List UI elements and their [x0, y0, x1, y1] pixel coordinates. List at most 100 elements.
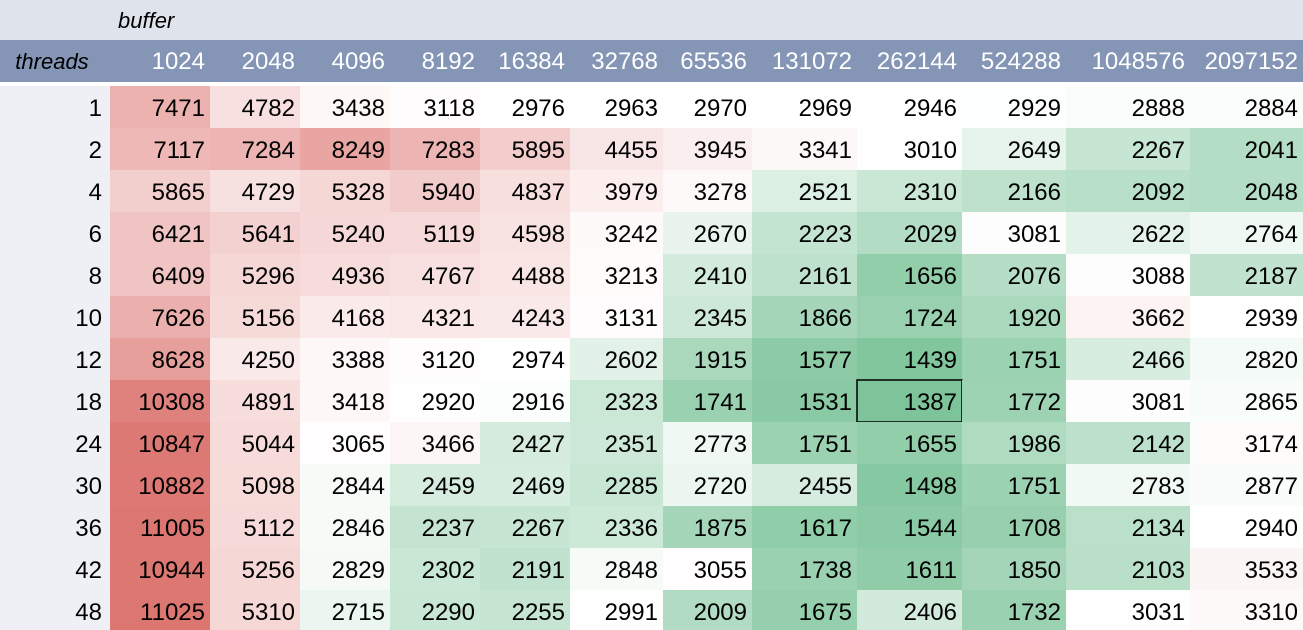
heatmap-cell: [210, 254, 300, 296]
heatmap-cell: [390, 506, 480, 548]
row-header-10: 10: [75, 305, 102, 332]
cell-value: 5940: [422, 179, 475, 206]
cell-value: 2459: [422, 473, 475, 500]
cell-value: 5641: [242, 221, 295, 248]
heatmap-cell: [480, 296, 570, 338]
cell-value: 5044: [242, 431, 295, 458]
cell-value: 1724: [904, 305, 957, 332]
cell-value: 2783: [1132, 473, 1185, 500]
heatmap-cell: [962, 128, 1066, 170]
cell-value: 2877: [1245, 473, 1298, 500]
cell-value: 2223: [799, 221, 852, 248]
cell-value: 4782: [242, 95, 295, 122]
heatmap-cell: [480, 422, 570, 464]
heatmap-cell: [752, 338, 857, 380]
cell-value: 3945: [694, 137, 747, 164]
cell-value: 1544: [904, 515, 957, 542]
heatmap-cell: [1066, 506, 1190, 548]
heatmap-cell: [663, 170, 752, 212]
cell-value: 11005: [140, 515, 205, 542]
cell-value: 5296: [242, 263, 295, 290]
heatmap-cell: [752, 506, 857, 548]
cell-value: 1751: [1008, 347, 1061, 374]
heatmap-cell: [1066, 170, 1190, 212]
cell-value: 1866: [799, 305, 852, 332]
cell-value: 2410: [694, 263, 747, 290]
heatmap-cell: [962, 296, 1066, 338]
top-header-band: [0, 0, 1303, 40]
heatmap-cell: [1066, 128, 1190, 170]
cell-value: 5256: [242, 557, 295, 584]
cell-value: 2029: [904, 221, 957, 248]
heatmap-cell: [300, 254, 390, 296]
cell-value: 2009: [694, 599, 747, 626]
cell-value: 2865: [1245, 389, 1298, 416]
cell-value: 2970: [694, 95, 747, 122]
cell-value: 5895: [512, 137, 565, 164]
row-header-4: 4: [89, 179, 102, 206]
cell-value: 2466: [1132, 347, 1185, 374]
cell-value: 3979: [605, 179, 658, 206]
cell-value: 2991: [605, 599, 658, 626]
heatmap-cell: [1190, 464, 1303, 506]
threads-label: threads: [15, 49, 88, 74]
cell-value: 2267: [512, 515, 565, 542]
heatmap-cell: [300, 86, 390, 128]
heatmap-cell: [1190, 170, 1303, 212]
cell-value: 3118: [423, 95, 475, 122]
cell-value: 5240: [332, 221, 385, 248]
heatmap-cell: [663, 296, 752, 338]
column-header-8192: 8192: [422, 48, 475, 75]
cell-value: 1751: [799, 431, 852, 458]
cell-value: 3088: [1132, 263, 1185, 290]
heatmap-cell: [110, 296, 210, 338]
heatmap-cell: [210, 464, 300, 506]
heatmap-cell: [1066, 422, 1190, 464]
heatmap-cell: [1190, 338, 1303, 380]
heatmap-cell: [1066, 548, 1190, 590]
cell-value: 1738: [799, 557, 852, 584]
cell-value: 2166: [1008, 179, 1061, 206]
cell-value: 10847: [138, 431, 205, 458]
cell-value: 1986: [1008, 431, 1061, 458]
heatmap-cell: [962, 380, 1066, 422]
heatmap-cell: [110, 548, 210, 590]
heatmap-cell: [663, 464, 752, 506]
cell-value: 2884: [1245, 95, 1298, 122]
heatmap-cell: [300, 212, 390, 254]
cell-value: 2963: [605, 95, 658, 122]
heatmap-cell: [962, 464, 1066, 506]
heatmap-cell: [210, 296, 300, 338]
cell-value: 3533: [1245, 557, 1298, 584]
heatmap-cell: [1066, 380, 1190, 422]
cell-value: 2720: [694, 473, 747, 500]
cell-value: 3055: [694, 557, 747, 584]
cell-value: 3081: [1008, 221, 1061, 248]
cell-value: 2351: [605, 431, 658, 458]
heatmap-cell: [210, 506, 300, 548]
column-header-bar: [0, 40, 1303, 82]
heatmap-cell: [390, 464, 480, 506]
cell-value: 2267: [1132, 137, 1185, 164]
heatmap-cell: [1066, 212, 1190, 254]
heatmap-cell: [300, 128, 390, 170]
cell-value: 2916: [512, 389, 565, 416]
cell-value: 2649: [1008, 137, 1061, 164]
cell-value: 5310: [242, 599, 295, 626]
heatmap-cell: [663, 506, 752, 548]
column-header-16384: 16384: [498, 48, 565, 75]
cell-value: 3278: [694, 179, 747, 206]
heatmap-cell: [300, 422, 390, 464]
cell-value: 2974: [512, 347, 565, 374]
cell-value: 3341: [799, 137, 852, 164]
cell-value: 4729: [242, 179, 295, 206]
column-header-262144: 262144: [877, 48, 957, 75]
heatmap-cell: [962, 212, 1066, 254]
cell-value: 1387: [904, 389, 957, 416]
cell-value: 3174: [1245, 431, 1298, 458]
heatmap-cell: [663, 422, 752, 464]
heatmap-cell: [480, 590, 570, 630]
cell-value: 1577: [799, 347, 852, 374]
heatmap-cell: [752, 548, 857, 590]
cell-value: 2846: [332, 515, 385, 542]
